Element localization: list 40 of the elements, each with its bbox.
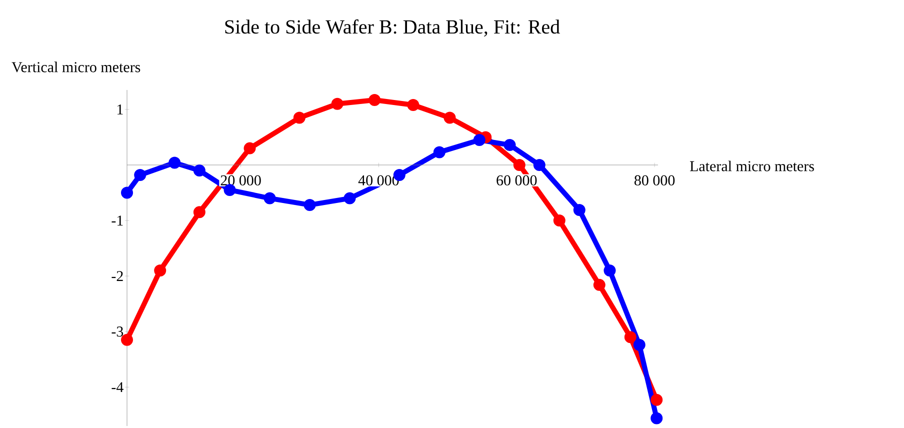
point: [444, 112, 456, 124]
chart-title: Side to Side Wafer B: Data Blue, Fit: Red: [225, 19, 560, 37]
point: [134, 168, 146, 181]
x-tick-label: 20 000: [220, 175, 261, 186]
y-axis-title: Vertical micro meters: [12, 62, 140, 72]
y-tick-label: -1: [112, 216, 123, 226]
point: [344, 192, 356, 204]
point: [244, 142, 256, 154]
point: [473, 134, 486, 146]
point: [193, 164, 206, 177]
point: [407, 98, 420, 111]
y-tick-label: 1: [117, 104, 123, 114]
point: [604, 264, 616, 276]
point: [264, 192, 276, 204]
y-tick-label: -3: [112, 326, 124, 337]
point: [650, 412, 663, 424]
y-tick-label: -4: [112, 382, 124, 392]
point: [504, 138, 516, 151]
point: [121, 334, 134, 346]
point: [193, 206, 206, 218]
point: [331, 98, 344, 110]
point: [624, 331, 636, 344]
point: [650, 394, 663, 406]
point: [533, 158, 546, 171]
point: [633, 338, 646, 351]
x-tick-label: 80 000: [634, 175, 675, 186]
point: [593, 278, 606, 291]
x-tick-label: 60 000: [496, 175, 537, 186]
point: [168, 156, 181, 169]
point: [121, 186, 134, 199]
y-tick-label: -2: [112, 271, 123, 282]
point: [154, 264, 166, 276]
point: [433, 146, 446, 158]
x-axis-title: Lateral micro meters: [690, 160, 814, 172]
point: [304, 198, 316, 211]
point: [573, 204, 586, 216]
point: [293, 112, 306, 124]
point: [553, 214, 566, 227]
point: [513, 158, 526, 171]
point: [368, 94, 381, 106]
